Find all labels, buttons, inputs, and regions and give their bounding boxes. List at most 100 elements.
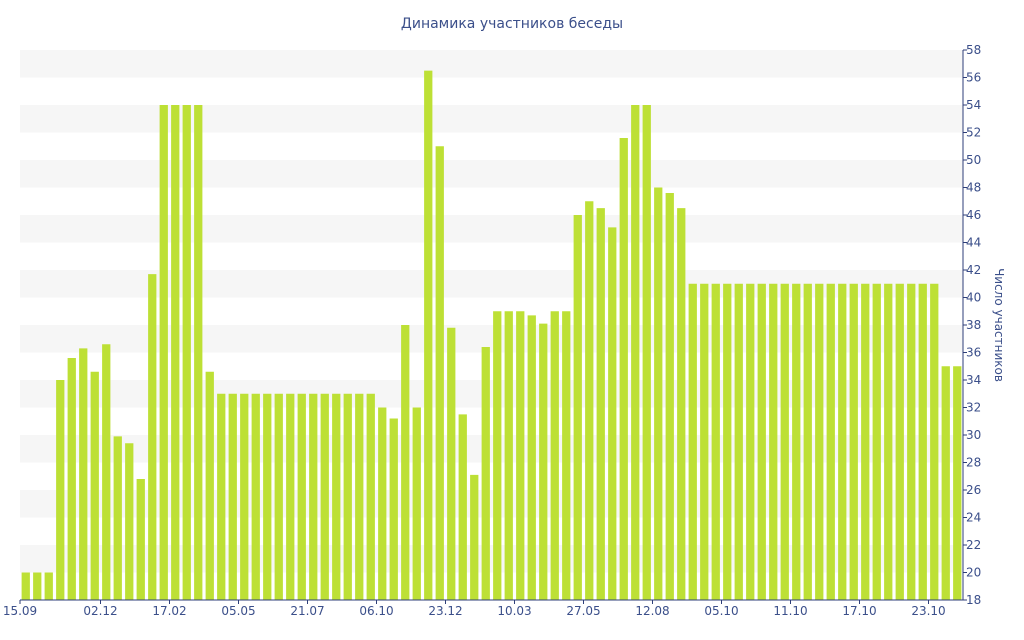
bar [815, 283, 824, 600]
y-tick-label: 42 [966, 263, 981, 277]
x-tick-label: 27.05 [566, 604, 600, 618]
bar [838, 283, 847, 600]
bar [159, 105, 168, 600]
bar [182, 105, 191, 600]
y-tick-label: 46 [966, 208, 981, 222]
y-tick-label: 44 [966, 236, 981, 250]
bar [194, 105, 203, 600]
bar [458, 414, 467, 601]
y-tick-label: 58 [966, 43, 981, 57]
bar [688, 283, 697, 600]
bar [481, 347, 490, 600]
bar [447, 327, 456, 600]
bar [493, 311, 502, 600]
bar [366, 393, 375, 600]
bar [573, 215, 582, 600]
y-tick-label: 56 [966, 71, 981, 85]
bar [585, 201, 594, 600]
bar [550, 311, 559, 600]
chart-title: Динамика участников беседы [401, 16, 623, 32]
bar [769, 283, 778, 600]
bar [44, 572, 53, 600]
y-tick-label: 20 [966, 566, 981, 580]
bar [343, 393, 352, 600]
bar [217, 393, 226, 600]
y-axis-label: Число участников [992, 268, 1006, 382]
bar [274, 393, 283, 600]
bar [539, 323, 548, 600]
bar [412, 407, 421, 600]
bar [654, 187, 663, 600]
bar [677, 208, 686, 601]
y-tick-label: 50 [966, 153, 981, 167]
bar [102, 344, 111, 600]
x-tick-label: 23.10 [911, 604, 945, 618]
bar [872, 283, 881, 600]
bar [136, 479, 145, 600]
bar [665, 193, 674, 600]
bar [826, 283, 835, 600]
bar [608, 227, 617, 601]
bar [941, 366, 950, 600]
bar [631, 105, 640, 600]
bar [378, 407, 387, 600]
y-tick-label: 22 [966, 538, 981, 552]
bar [746, 283, 755, 600]
bar [435, 146, 444, 600]
y-tick-label: 24 [966, 511, 981, 525]
bar [780, 283, 789, 600]
bar [424, 70, 433, 601]
bar [309, 393, 318, 600]
bar [320, 393, 329, 600]
bar [67, 358, 76, 600]
bar [389, 418, 398, 600]
bar [711, 283, 720, 600]
bar [757, 283, 766, 600]
y-tick-label: 52 [966, 126, 981, 140]
y-tick-label: 36 [966, 346, 981, 360]
x-tick-label: 21.07 [290, 604, 324, 618]
y-tick-label: 32 [966, 401, 981, 415]
bar [642, 105, 651, 600]
bar [849, 283, 858, 600]
bar [205, 371, 214, 600]
x-tick-label: 17.10 [842, 604, 876, 618]
bar [332, 393, 341, 600]
bar [895, 283, 904, 600]
bar [723, 283, 732, 600]
bar [734, 283, 743, 600]
bar [125, 443, 134, 600]
bar [562, 311, 571, 600]
bar [930, 283, 939, 600]
bar [355, 393, 364, 600]
bar [251, 393, 260, 600]
bar [90, 371, 99, 600]
x-tick-label: 05.10 [704, 604, 738, 618]
bar [401, 325, 410, 600]
y-tick-label: 54 [966, 98, 981, 112]
grid-band [20, 50, 963, 78]
y-tick-label: 30 [966, 428, 981, 442]
y-tick-label: 48 [966, 181, 981, 195]
bar [861, 283, 870, 600]
bar [700, 283, 709, 600]
bar [33, 572, 42, 600]
bar [884, 283, 893, 600]
y-tick-label: 34 [966, 373, 981, 387]
bar [907, 283, 916, 600]
bar [596, 208, 605, 601]
bar [171, 105, 180, 600]
x-tick-label: 17.02 [152, 604, 186, 618]
bar [527, 315, 536, 600]
y-tick-label: 28 [966, 456, 981, 470]
x-tick-label: 10.03 [497, 604, 531, 618]
x-tick-label: 12.08 [635, 604, 669, 618]
bar-series [21, 70, 962, 601]
bar [148, 274, 157, 601]
bar [297, 393, 306, 600]
bar [953, 366, 962, 600]
y-tick-label: 40 [966, 291, 981, 305]
bar [470, 474, 479, 601]
bar [56, 380, 65, 600]
